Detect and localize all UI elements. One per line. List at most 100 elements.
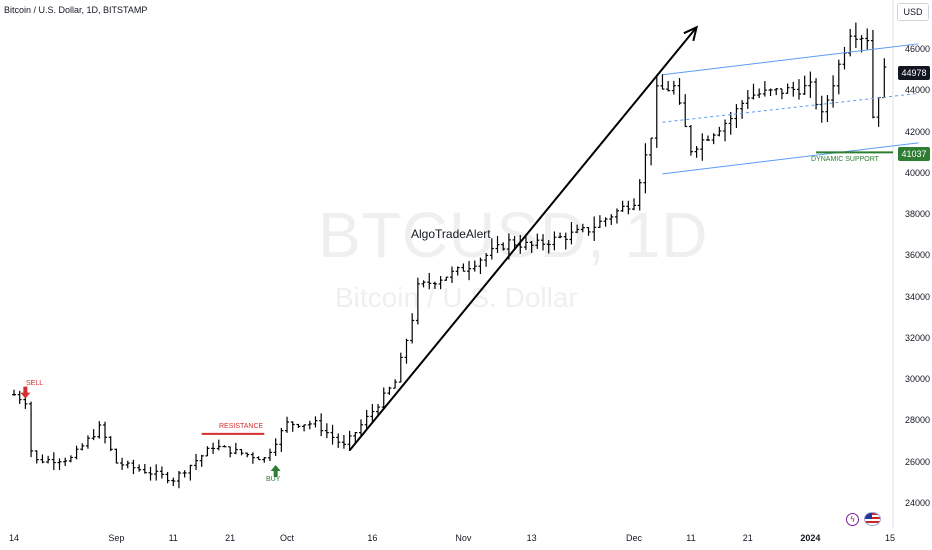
ohlc-bar [808,71,813,98]
ohlc-bar [757,88,762,99]
y-tick-label: 40000 [905,167,931,178]
ohlc-bar [751,83,756,100]
channel-lower-line[interactable] [662,142,919,175]
x-tick-label: Dec [626,533,643,543]
ohlc-bar [97,421,102,439]
ohlc-bar [194,453,199,471]
ohlc-bar [131,459,136,475]
last-price-tag: 44978 [898,66,930,80]
ohlc-bar [495,235,500,253]
ohlc-bar [57,458,62,470]
ohlc-bar [660,73,665,90]
ohlc-bar [523,234,528,251]
ohlc-bar [478,257,483,275]
us-flag-icon[interactable] [864,512,881,526]
trend-arrow-line[interactable] [348,26,698,451]
annotation-algotradealert: AlgoTradeAlert [411,227,491,241]
ohlc-bar [677,78,682,105]
ohlc-bar [842,46,847,70]
ohlc-bar [546,239,551,254]
ohlc-bar [85,435,90,449]
ohlc-bar [250,452,255,464]
y-tick-label: 28000 [905,415,931,426]
ohlc-bar [791,81,796,97]
ohlc-bar [421,280,426,288]
ohlc-bar [91,429,96,441]
ohlc-bar [740,100,745,119]
x-tick-label: Nov [455,533,472,543]
ohlc-bar [142,463,147,474]
ohlc-bar [728,111,733,135]
ohlc-bar [512,236,517,249]
ohlc-bar [654,74,659,148]
ohlc-bar [489,238,494,260]
x-tick-label: 13 [526,533,537,543]
x-tick-label: 21 [225,533,236,543]
x-tick-label: 11 [168,533,178,543]
ohlc-bar [290,421,295,432]
y-tick-label: 34000 [905,291,931,302]
x-tick-label: 11 [686,533,696,543]
ohlc-bar [319,413,324,437]
channel-upper-line[interactable] [662,43,919,76]
ohlc-bar [404,338,409,364]
ohlc-bar [222,445,227,448]
ohlc-bar [461,263,466,272]
ohlc-bar [108,436,113,452]
ohlc-bar [29,401,34,458]
ohlc-bar [745,90,750,109]
ohlc-bar [80,443,85,451]
sell-arrow-icon [20,386,31,399]
ohlc-bar [245,452,250,458]
ohlc-bar [307,420,312,430]
ohlc-bar [643,143,648,194]
ohlc-bar [125,460,130,469]
lightning-icon[interactable]: ϟ [846,513,859,526]
ohlc-bar [68,455,73,463]
ohlc-bar [734,104,739,128]
ohlc-bar [17,390,22,404]
ohlc-bar [723,119,728,142]
ohlc-bar [563,232,568,250]
y-tick-label: 44000 [905,85,931,96]
ohlc-bar [876,96,881,127]
ohlc-bar [632,198,637,211]
resistance-label: RESISTANCE [219,423,264,430]
ohlc-bar [46,455,51,464]
ohlc-bar [114,448,119,464]
ohlc-bar [398,352,403,383]
ohlc-bar [467,260,472,281]
ohlc-bar [620,200,625,212]
ohlc-bar [63,457,68,467]
ohlc-bar [825,95,830,122]
watermark-name: Bitcoin / U.S. Dollar [335,282,578,313]
support-price-tag: 41037 [898,147,930,161]
ohlc-bar [814,78,819,110]
currency-button[interactable]: USD [897,3,929,21]
ohlc-bar [165,471,170,484]
ohlc-bar [393,379,398,389]
ohlc-bar [882,58,887,99]
ohlc-bar [637,179,642,211]
ohlc-bar [381,387,386,409]
ohlc-bar [74,445,79,460]
trend-arrow-head[interactable] [683,25,699,42]
ohlc-bar [535,233,540,249]
channel-middle-line[interactable] [662,92,919,123]
ohlc-bar [694,146,699,158]
ohlc-bar [256,456,261,461]
ohlc-bar [444,276,449,281]
ohlc-bar [239,448,244,456]
ohlc-bar [341,434,346,449]
ohlc-bar [705,135,710,142]
ohlc-bar [285,416,290,433]
ohlc-bar [233,442,238,455]
ohlc-bar [552,231,557,251]
ohlc-bar [450,266,454,283]
ohlc-bar [711,133,716,145]
ohlc-bar [410,313,415,344]
ohlc-bar [558,232,563,239]
ohlc-bar [273,438,278,457]
